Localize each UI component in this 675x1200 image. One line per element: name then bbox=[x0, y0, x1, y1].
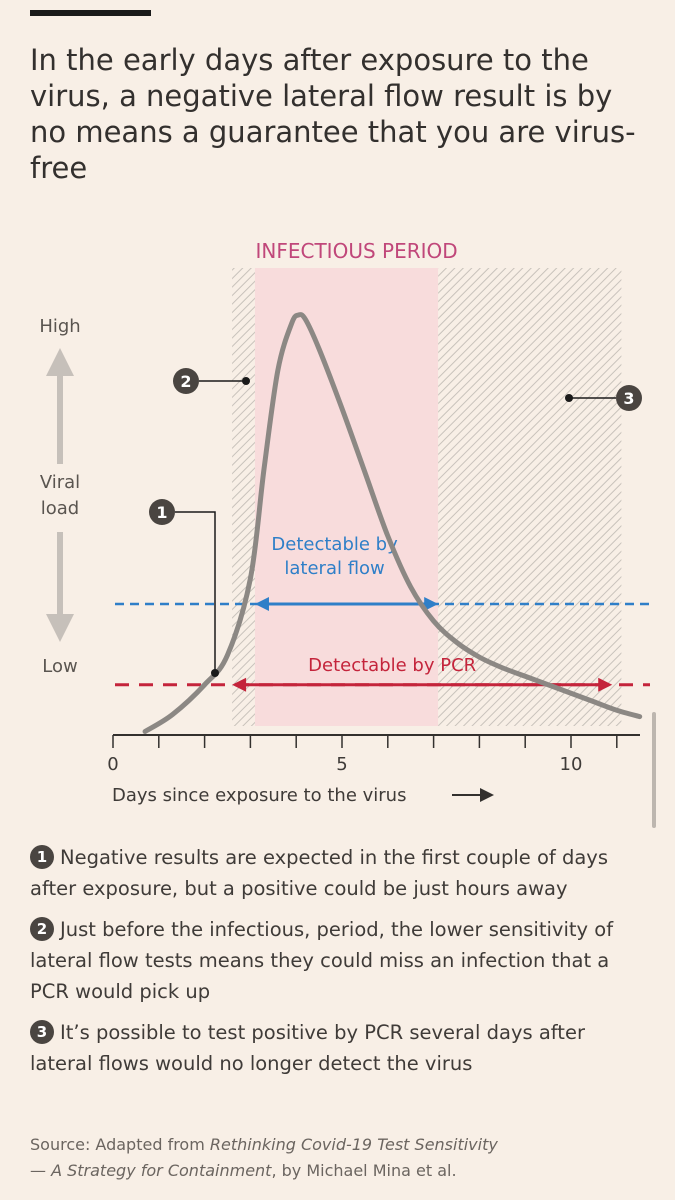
scrollbar[interactable] bbox=[652, 712, 656, 828]
marker-1-leader bbox=[175, 511, 216, 673]
note-number-badge: 2 bbox=[30, 917, 54, 941]
marker-2-circle bbox=[173, 368, 199, 394]
range-arrow-head-right bbox=[598, 677, 613, 692]
y-axis-label-word: Viral bbox=[40, 472, 80, 493]
note-text: Negative results are expected in the fir… bbox=[30, 846, 608, 900]
marker-2-number: 2 bbox=[180, 372, 191, 391]
label-line: Detectable by bbox=[271, 534, 398, 555]
x-tick-label: 0 bbox=[107, 754, 118, 775]
marker-2-dot bbox=[242, 377, 250, 385]
top-rule bbox=[30, 10, 151, 16]
marker-1-dot bbox=[211, 669, 219, 677]
source-title-line2: — A Strategy for Containment bbox=[30, 1161, 272, 1180]
y-axis-label-word: load bbox=[41, 498, 79, 519]
notes-list: 1 Negative results are expected in the fi… bbox=[30, 842, 650, 1089]
y-axis-label: Viral load bbox=[40, 472, 80, 519]
range-arrow-head-left bbox=[232, 677, 247, 692]
source-credit: Source: Adapted from Rethinking Covid-19… bbox=[30, 1132, 650, 1184]
hatched-region bbox=[232, 268, 255, 726]
source-prefix: Source: Adapted from bbox=[30, 1135, 210, 1154]
y-high-label: High bbox=[39, 316, 80, 337]
note-text: Just before the infectious, period, the … bbox=[30, 918, 614, 1003]
marker-3-dot bbox=[565, 394, 573, 402]
label-line: lateral flow bbox=[284, 558, 384, 579]
x-tick-label: 10 bbox=[560, 754, 583, 775]
pcr-label: Detectable by PCR bbox=[308, 655, 476, 676]
note-item: 2 Just before the infectious, period, the… bbox=[30, 914, 650, 1007]
marker-1-circle bbox=[149, 499, 175, 525]
note-number-badge: 1 bbox=[30, 845, 54, 869]
x-axis-label: Days since exposure to the virus bbox=[112, 785, 406, 806]
note-number-badge: 3 bbox=[30, 1020, 54, 1044]
y-axis-arrow bbox=[46, 348, 74, 642]
x-axis-arrow-icon bbox=[452, 788, 494, 802]
viral-load-chart: INFECTIOUS PERIOD High Low Viral load Det… bbox=[39, 239, 650, 806]
y-low-label: Low bbox=[42, 656, 77, 677]
viral-load-curve bbox=[142, 312, 643, 734]
marker-3-number: 3 bbox=[623, 389, 634, 408]
range-arrow-head-right bbox=[424, 597, 439, 611]
marker-3-circle bbox=[616, 385, 642, 411]
headline: In the early days after exposure to the … bbox=[30, 43, 636, 185]
infectious-period-label: INFECTIOUS PERIOD bbox=[256, 239, 458, 263]
marker-1-number: 1 bbox=[156, 503, 167, 522]
note-text: It’s possible to test positive by PCR se… bbox=[30, 1021, 585, 1075]
lateral-flow-label: Detectable by lateral flow bbox=[271, 534, 398, 579]
source-suffix: , by Michael Mina et al. bbox=[271, 1161, 457, 1180]
note-item: 3 It’s possible to test positive by PCR s… bbox=[30, 1017, 650, 1079]
source-title-line1: Rethinking Covid-19 Test Sensitivity bbox=[209, 1135, 498, 1154]
note-item: 1 Negative results are expected in the fi… bbox=[30, 842, 650, 904]
range-arrow-head-left bbox=[254, 597, 269, 611]
x-tick-label: 5 bbox=[336, 754, 347, 775]
